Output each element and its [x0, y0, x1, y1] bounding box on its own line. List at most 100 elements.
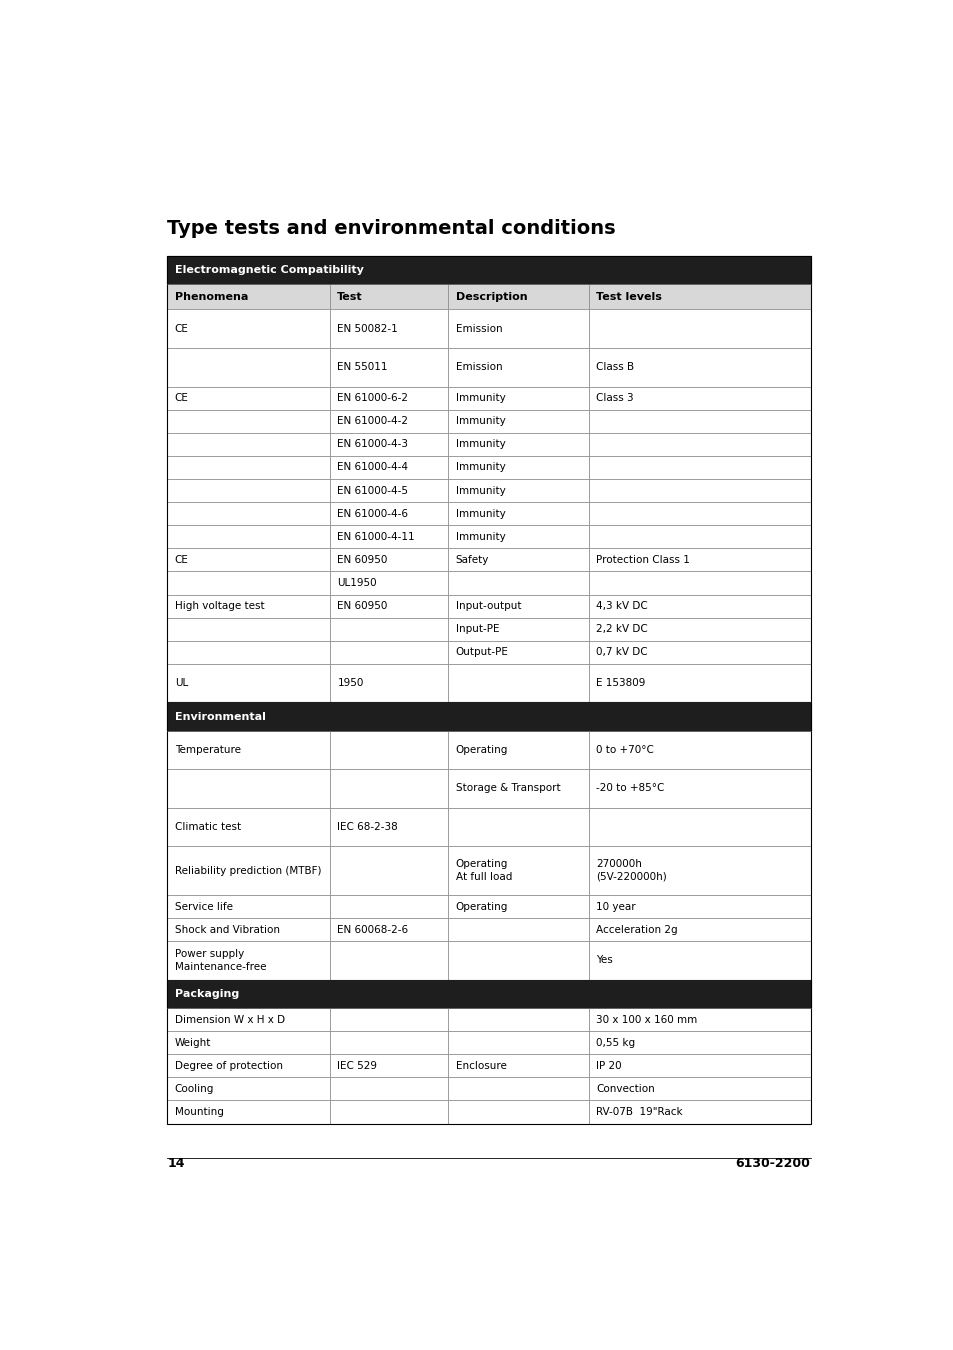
Bar — [167, 895, 330, 918]
Bar — [167, 1031, 330, 1054]
Text: UL1950: UL1950 — [337, 578, 376, 589]
Text: EN 55011: EN 55011 — [337, 362, 388, 373]
Text: Immunity: Immunity — [456, 439, 505, 450]
Text: 0 to +70°C: 0 to +70°C — [596, 745, 654, 755]
Text: Shock and Vibration: Shock and Vibration — [174, 925, 279, 934]
Bar — [167, 309, 330, 348]
Text: Reliability prediction (MTBF): Reliability prediction (MTBF) — [174, 865, 321, 876]
Bar — [448, 456, 588, 479]
Text: EN 61000-4-4: EN 61000-4-4 — [337, 463, 408, 472]
Text: EN 61000-6-2: EN 61000-6-2 — [337, 393, 408, 404]
Text: RV-07B  19"Rack: RV-07B 19"Rack — [596, 1107, 682, 1116]
Bar — [588, 571, 810, 594]
Text: E 153809: E 153809 — [596, 678, 645, 688]
Bar — [448, 386, 588, 409]
Bar — [330, 941, 448, 980]
Bar — [588, 618, 810, 641]
Bar — [448, 309, 588, 348]
Text: EN 61000-4-11: EN 61000-4-11 — [337, 532, 415, 541]
Bar — [448, 571, 588, 594]
Bar — [167, 846, 330, 895]
Bar — [588, 1054, 810, 1077]
Bar — [167, 1077, 330, 1100]
Text: Environmental: Environmental — [174, 711, 265, 721]
Text: EN 61000-4-5: EN 61000-4-5 — [337, 486, 408, 495]
Bar — [330, 479, 448, 502]
Text: CE: CE — [174, 555, 189, 564]
Text: 270000h
(5V-220000h): 270000h (5V-220000h) — [596, 860, 666, 882]
Bar — [448, 1100, 588, 1123]
Bar — [330, 386, 448, 409]
Text: Immunity: Immunity — [456, 532, 505, 541]
Bar — [167, 641, 330, 664]
Text: EN 60950: EN 60950 — [337, 555, 387, 564]
Bar — [588, 433, 810, 456]
Text: Emission: Emission — [456, 324, 501, 333]
Text: Operating
At full load: Operating At full load — [456, 860, 512, 882]
Text: EN 50082-1: EN 50082-1 — [337, 324, 397, 333]
Text: Dimension W x H x D: Dimension W x H x D — [174, 1015, 285, 1025]
Text: EN 61000-4-3: EN 61000-4-3 — [337, 439, 408, 450]
Bar — [448, 1008, 588, 1031]
Text: Storage & Transport: Storage & Transport — [456, 783, 559, 794]
Bar — [330, 309, 448, 348]
Bar — [448, 918, 588, 941]
Bar — [448, 409, 588, 433]
Bar — [167, 769, 330, 807]
Bar — [167, 479, 330, 502]
Bar — [448, 548, 588, 571]
Bar — [167, 525, 330, 548]
Bar — [330, 918, 448, 941]
Bar — [588, 525, 810, 548]
Bar — [330, 807, 448, 846]
Text: Operating: Operating — [456, 902, 508, 911]
Bar — [167, 594, 330, 618]
Bar — [588, 941, 810, 980]
Text: Test levels: Test levels — [596, 292, 661, 301]
Bar — [588, 348, 810, 386]
Text: 0,7 kV DC: 0,7 kV DC — [596, 647, 647, 657]
Bar — [167, 730, 330, 769]
Bar — [588, 386, 810, 409]
Bar — [588, 1008, 810, 1031]
Bar — [167, 255, 810, 1123]
Bar — [167, 941, 330, 980]
Bar — [330, 641, 448, 664]
Text: Service life: Service life — [174, 902, 233, 911]
Bar — [330, 348, 448, 386]
Bar — [588, 1077, 810, 1100]
Bar — [588, 502, 810, 525]
Bar — [330, 846, 448, 895]
Text: Description: Description — [456, 292, 527, 301]
Bar — [448, 895, 588, 918]
Text: Immunity: Immunity — [456, 393, 505, 404]
Text: 14: 14 — [167, 1157, 185, 1170]
Text: -20 to +85°C: -20 to +85°C — [596, 783, 664, 794]
Text: Acceleration 2g: Acceleration 2g — [596, 925, 677, 934]
Bar — [448, 846, 588, 895]
Bar — [448, 664, 588, 702]
Bar — [588, 769, 810, 807]
Bar — [330, 1054, 448, 1077]
Bar — [448, 348, 588, 386]
Bar — [448, 641, 588, 664]
Bar — [588, 846, 810, 895]
Text: IEC 529: IEC 529 — [337, 1061, 377, 1071]
Bar — [167, 284, 330, 309]
Bar — [330, 1077, 448, 1100]
Text: 0,55 kg: 0,55 kg — [596, 1038, 635, 1048]
Bar — [167, 807, 330, 846]
Bar — [588, 594, 810, 618]
Text: 4,3 kV DC: 4,3 kV DC — [596, 601, 647, 612]
Bar — [167, 456, 330, 479]
Bar — [167, 1100, 330, 1123]
Text: 2,2 kV DC: 2,2 kV DC — [596, 624, 647, 634]
Bar — [448, 730, 588, 769]
Bar — [588, 895, 810, 918]
Text: Test: Test — [337, 292, 362, 301]
Text: Input-PE: Input-PE — [456, 624, 498, 634]
Text: Cooling: Cooling — [174, 1084, 213, 1094]
Text: IEC 68-2-38: IEC 68-2-38 — [337, 822, 397, 832]
Bar — [167, 702, 810, 730]
Bar — [588, 479, 810, 502]
